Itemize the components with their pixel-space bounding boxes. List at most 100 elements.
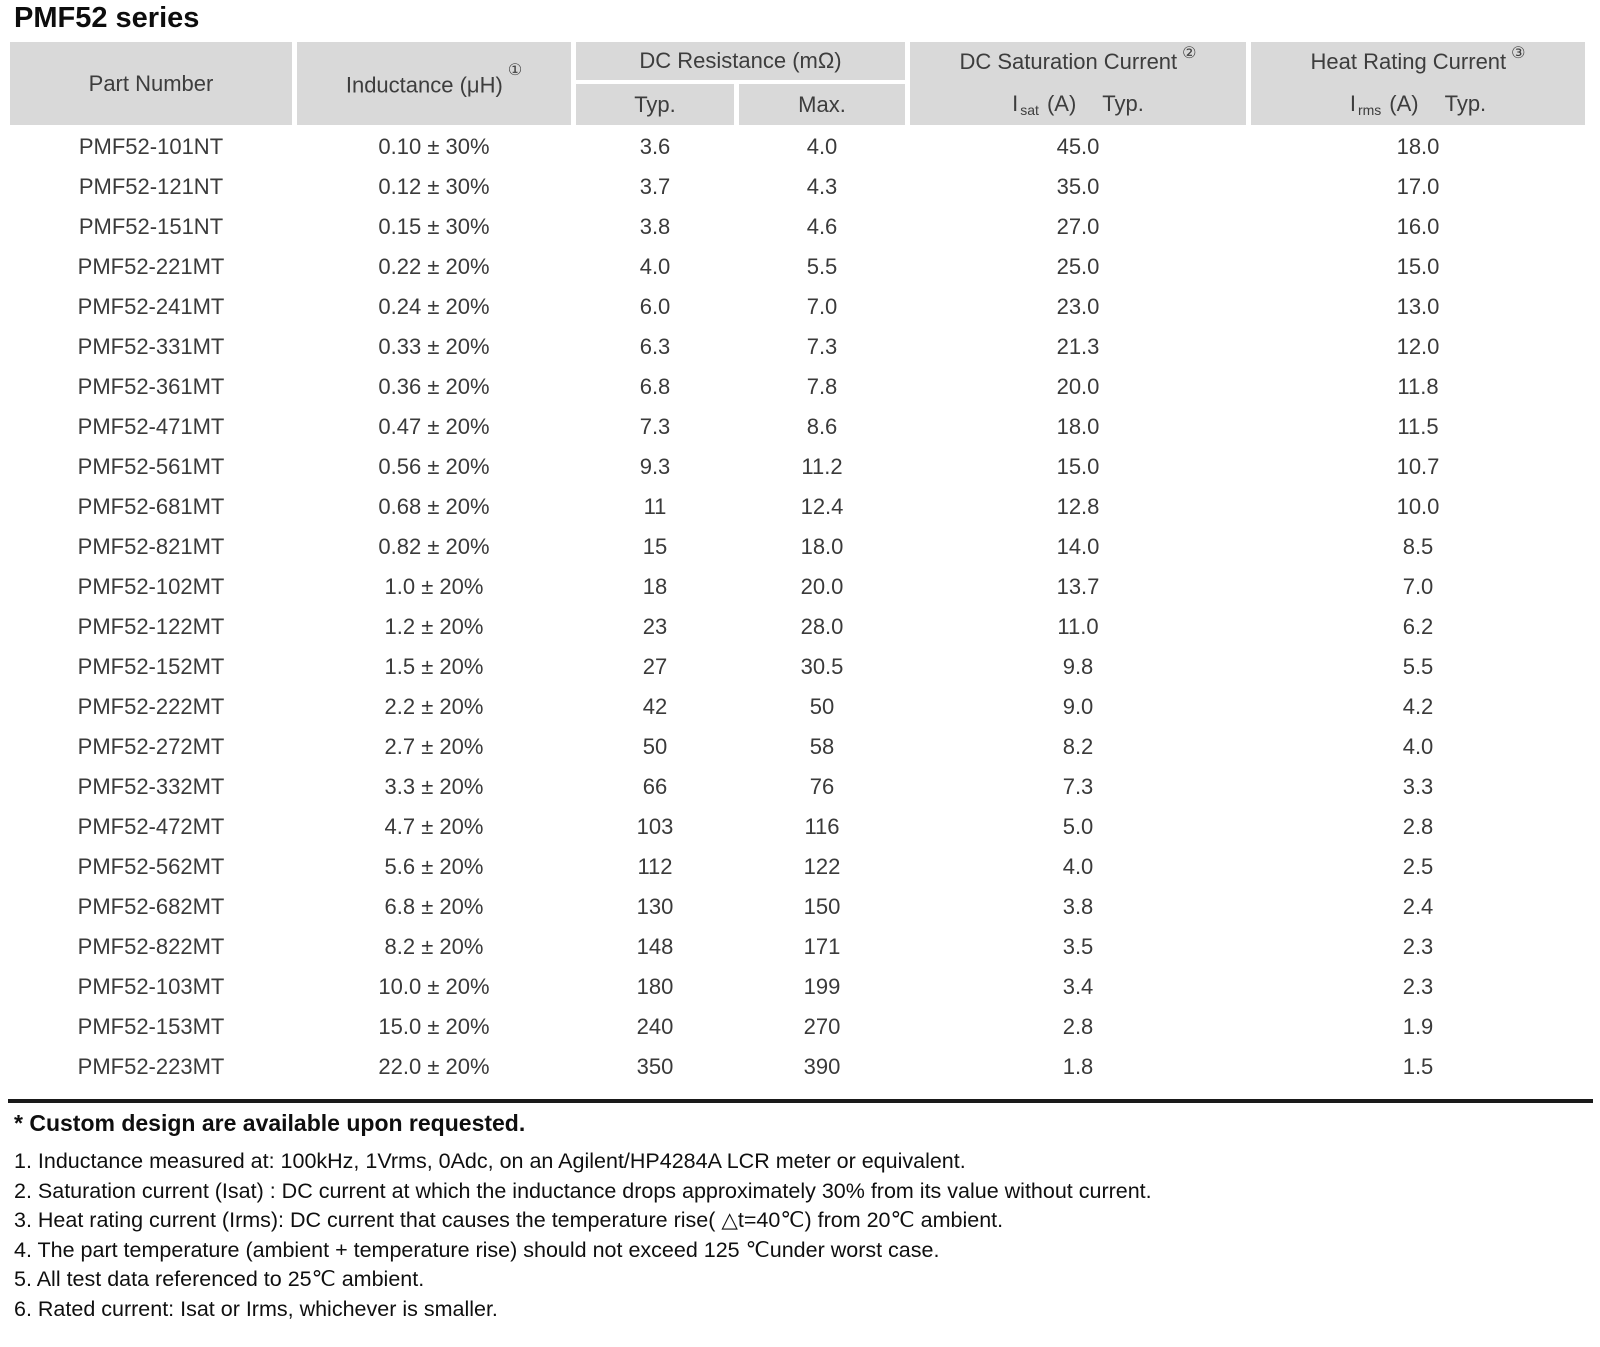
table-row: PMF52-222MT 2.2 ± 20% 42 50 9.0 4.2 <box>10 689 1585 725</box>
dcr-max-cell: 28.0 <box>800 614 844 639</box>
isat-cell: 13.7 <box>1056 574 1100 599</box>
inductance-label: Inductance (μH) <box>345 72 503 98</box>
footnotes-section: * Custom design are available upon reque… <box>14 1108 1584 1325</box>
dcr-typ-cell: 130 <box>636 894 674 919</box>
irms-cell: 4.2 <box>1402 694 1434 719</box>
footnote-ref-1-icon: ① <box>507 61 523 79</box>
part-number-cell: PMF52-152MT <box>77 654 225 679</box>
footnote-ref-2-icon: ② <box>1182 45 1197 62</box>
part-number-cell: PMF52-332MT <box>77 774 225 799</box>
custom-design-note: * Custom design are available upon reque… <box>14 1110 526 1136</box>
dcr-max-cell: 7.8 <box>806 374 838 399</box>
footnotes-list: 1. Inductance measured at: 100kHz, 1Vrms… <box>14 1147 1584 1325</box>
part-number-cell: PMF52-361MT <box>77 374 225 399</box>
irms-cell: 1.9 <box>1402 1014 1434 1039</box>
dc-resistance-label: DC Resistance (mΩ) <box>639 48 842 73</box>
isat-symbol: I <box>1012 90 1019 116</box>
table-row: PMF52-472MT 4.7 ± 20% 103 116 5.0 2.8 <box>10 809 1585 845</box>
table-row: PMF52-153MT 15.0 ± 20% 240 270 2.8 1.9 <box>10 1009 1585 1045</box>
part-number-cell: PMF52-272MT <box>77 734 225 759</box>
irms-cell: 8.5 <box>1402 534 1434 559</box>
isat-cell: 9.8 <box>1062 654 1094 679</box>
table-body: PMF52-101NT 0.10 ± 30% 3.6 4.0 45.0 18.0 PMF52… <box>10 129 1585 1085</box>
irms-cell: 13.0 <box>1396 294 1440 319</box>
saturation-label: DC Saturation Current <box>959 49 1178 74</box>
inductance-cell: 0.33 ± 20% <box>378 334 490 359</box>
footnote: 1. Inductance measured at: 100kHz, 1Vrms… <box>14 1149 966 1173</box>
part-number-cell: PMF52-151NT <box>78 214 224 239</box>
dcr-max-cell: 7.0 <box>806 294 838 319</box>
irms-cell: 6.2 <box>1402 614 1434 639</box>
dcr-typ-cell: 4.0 <box>639 254 671 279</box>
col-header-inductance: Inductance (μH)① <box>297 42 571 125</box>
table-row: PMF52-241MT 0.24 ± 20% 6.0 7.0 23.0 13.0 <box>10 289 1585 325</box>
table-row: PMF52-102MT 1.0 ± 20% 18 20.0 13.7 7.0 <box>10 569 1585 605</box>
part-number-cell: PMF52-153MT <box>77 1014 225 1039</box>
dcr-max-cell: 50 <box>809 694 835 719</box>
inductance-cell: 1.0 ± 20% <box>384 574 484 599</box>
dcr-max-cell: 390 <box>803 1054 841 1079</box>
inductance-cell: 15.0 ± 20% <box>378 1014 490 1039</box>
isat-cell: 14.0 <box>1056 534 1100 559</box>
heat-label: Heat Rating Current <box>1310 49 1507 74</box>
irms-qualifier: Typ. <box>1444 90 1487 116</box>
isat-cell: 45.0 <box>1056 134 1100 159</box>
irms-cell: 15.0 <box>1396 254 1440 279</box>
irms-cell: 11.5 <box>1397 414 1439 439</box>
part-number-cell: PMF52-103MT <box>77 974 225 999</box>
table-row: PMF52-562MT 5.6 ± 20% 112 122 4.0 2.5 <box>10 849 1585 885</box>
isat-unit: (A) <box>1046 90 1077 116</box>
irms-unit: (A) <box>1389 90 1419 116</box>
isat-cell: 7.3 <box>1062 774 1094 799</box>
irms-cell: 12.0 <box>1396 334 1440 359</box>
inductance-cell: 0.36 ± 20% <box>378 374 490 399</box>
dcr-typ-cell: 50 <box>642 734 668 759</box>
part-number-cell: PMF52-101NT <box>78 134 224 159</box>
isat-cell: 35.0 <box>1056 174 1100 199</box>
dcr-max-cell: 116 <box>804 814 840 839</box>
inductance-cell: 1.5 ± 20% <box>384 654 484 679</box>
dcr-typ-cell: 18 <box>642 574 668 599</box>
isat-cell: 9.0 <box>1062 694 1094 719</box>
table-row: PMF52-331MT 0.33 ± 20% 6.3 7.3 21.3 12.0 <box>10 329 1585 365</box>
table-row: PMF52-681MT 0.68 ± 20% 11 12.4 12.8 10.0 <box>10 489 1585 525</box>
isat-cell: 12.8 <box>1056 494 1100 519</box>
inductance-cell: 0.12 ± 30% <box>378 174 490 199</box>
dcr-typ-cell: 3.7 <box>639 174 671 199</box>
isat-cell: 3.8 <box>1062 894 1094 919</box>
horizontal-divider <box>8 1099 1593 1103</box>
part-number-cell: PMF52-562MT <box>77 854 225 879</box>
part-number-cell: PMF52-471MT <box>77 414 225 439</box>
table-row: PMF52-223MT 22.0 ± 20% 350 390 1.8 1.5 <box>10 1049 1585 1085</box>
dcr-max-cell: 7.3 <box>806 334 838 359</box>
inductance-cell: 0.82 ± 20% <box>378 534 490 559</box>
part-number-cell: PMF52-822MT <box>77 934 225 959</box>
dcr-max-cell: 171 <box>803 934 841 959</box>
table-row: PMF52-151NT 0.15 ± 30% 3.8 4.6 27.0 16.0 <box>10 209 1585 245</box>
part-number-cell: PMF52-682MT <box>77 894 225 919</box>
isat-subscript: sat <box>1020 101 1039 118</box>
dcr-typ-cell: 66 <box>642 774 668 799</box>
isat-cell: 27.0 <box>1056 214 1100 239</box>
dcr-max-cell: 270 <box>803 1014 841 1039</box>
inductance-cell: 8.2 ± 20% <box>384 934 484 959</box>
dcr-max-cell: 58 <box>809 734 835 759</box>
col-header-dc-resistance: DC Resistance (mΩ) <box>576 42 905 80</box>
table-row: PMF52-361MT 0.36 ± 20% 6.8 7.8 20.0 11.8 <box>10 369 1585 405</box>
dcr-typ-cell: 148 <box>636 934 674 959</box>
dcr-typ-cell: 3.6 <box>639 134 671 159</box>
isat-cell: 2.8 <box>1062 1014 1094 1039</box>
isat-cell: 1.8 <box>1062 1054 1094 1079</box>
inductance-cell: 22.0 ± 20% <box>378 1054 490 1079</box>
part-number-cell: PMF52-221MT <box>77 254 225 279</box>
dcr-max-cell: 150 <box>803 894 841 919</box>
inductance-cell: 0.22 ± 20% <box>378 254 490 279</box>
irms-cell: 11.8 <box>1397 374 1439 399</box>
dcr-typ-cell: 6.0 <box>639 294 671 319</box>
irms-cell: 2.3 <box>1402 974 1434 999</box>
irms-cell: 10.0 <box>1396 494 1440 519</box>
isat-qualifier: Typ. <box>1102 90 1144 116</box>
table-row: PMF52-103MT 10.0 ± 20% 180 199 3.4 2.3 <box>10 969 1585 1005</box>
footnote: 4. The part temperature (ambient + tempe… <box>14 1237 940 1262</box>
